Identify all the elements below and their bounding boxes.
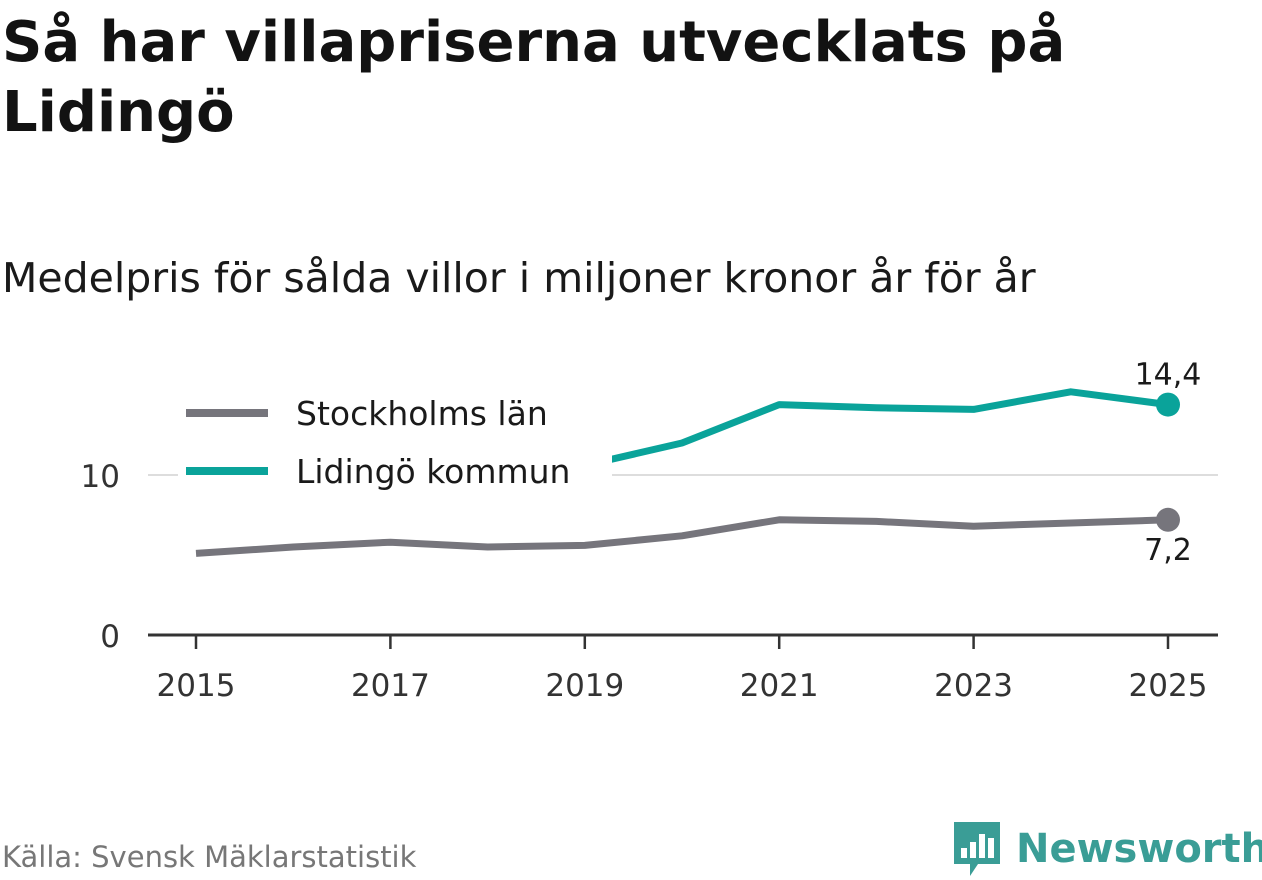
legend-label-stockholm: Stockholms län [296, 394, 548, 433]
x-tick-label: 2023 [934, 668, 1013, 704]
x-tick-label: 2021 [740, 668, 819, 704]
chart-subtitle: Medelpris för sålda villor i miljoner kr… [2, 254, 1036, 302]
series-end-marker-lidingo [1156, 392, 1180, 417]
source-note: Källa: Svensk Mäklarstatistik [2, 840, 417, 874]
brand-name: Newsworthy [1016, 826, 1262, 872]
series-end-marker-stockholm [1156, 507, 1180, 532]
x-tick-label: 2017 [351, 668, 430, 704]
legend-label-lidingo: Lidingö kommun [296, 452, 570, 491]
legend: Stockholms län Lidingö kommun [178, 385, 612, 497]
series-line-lidingo [584, 388, 1169, 469]
end-label-stockholm: 7,2 [1144, 533, 1192, 568]
legend-background [178, 385, 612, 497]
end-label-lidingo: 14,4 [1135, 358, 1202, 393]
series-line-stockholm [195, 516, 1169, 557]
chart-title: Så har villapriserna utvecklats på Lidin… [2, 10, 1066, 145]
y-tick-label: 0 [100, 619, 120, 655]
x-tick-label: 2019 [545, 668, 624, 704]
brand-logo: Newsworthy [950, 818, 1262, 880]
bar-chart-speech-bubble-icon [954, 822, 1000, 876]
y-tick-label: 10 [81, 459, 120, 495]
x-tick-label: 2015 [157, 668, 236, 704]
x-tick-label: 2025 [1129, 668, 1208, 704]
